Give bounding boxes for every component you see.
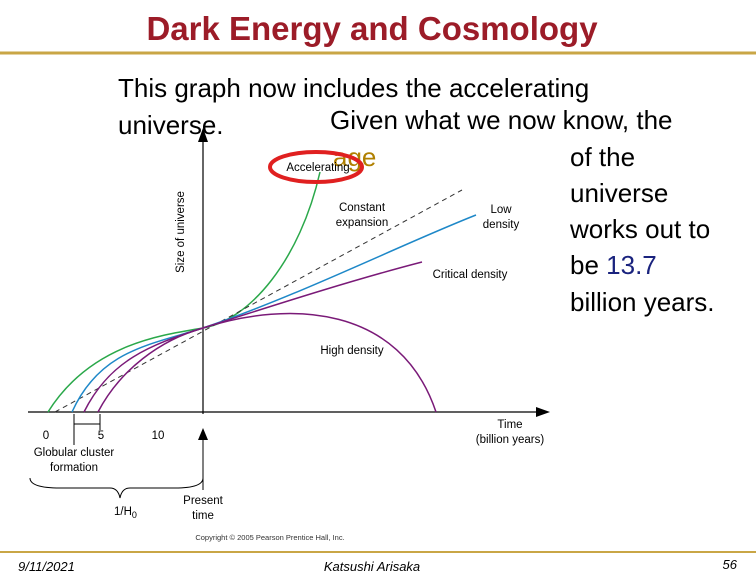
body-text: be (570, 250, 599, 280)
body-text: of the (570, 142, 635, 172)
curve-label: High density (320, 345, 384, 357)
axis-label: (billion years) (476, 434, 545, 446)
footer-date: 9/11/2021 (18, 559, 75, 574)
annotation: time (192, 510, 214, 522)
slide-title: Dark Energy and Cosmology (146, 10, 598, 47)
tick-label: 10 (152, 430, 165, 442)
body-text: be 13.7 (570, 250, 657, 280)
annotation: 1/H0 (114, 506, 137, 520)
page-number: 56 (723, 557, 738, 572)
axis-label: Time (497, 419, 522, 431)
curve-label: Low (490, 204, 512, 216)
high-density-curve (97, 312, 437, 413)
annotation: Globular cluster (34, 447, 115, 459)
curve-label: Critical density (433, 269, 508, 281)
tick-label: 0 (43, 430, 49, 442)
body-text: universe (570, 178, 668, 208)
tick-label: 5 (98, 430, 104, 442)
body-text: Given what we now know, the (330, 105, 673, 135)
curve-label: density (483, 219, 520, 231)
body-text: This graph now includes the accelerating (118, 73, 589, 103)
highlight-ellipse (268, 150, 364, 184)
annotation: formation (50, 462, 98, 474)
arrowhead (536, 407, 550, 417)
curve-label: expansion (336, 217, 388, 229)
footer-author: Katsushi Arisaka (324, 559, 420, 574)
body-text: universe. (118, 110, 224, 140)
annotation: Present (183, 495, 223, 507)
figure: Size of universe Time (billion years) 0 … (28, 128, 550, 542)
arrowhead (198, 428, 208, 440)
axis-label: Size of universe (175, 191, 187, 273)
curve-label: Constant (339, 202, 386, 214)
arrowhead (198, 128, 208, 142)
curve-label: Accelerating (286, 162, 349, 174)
age-number: 13.7 (606, 250, 657, 280)
body-text: works out to (569, 214, 710, 244)
brace (29, 477, 204, 499)
annotation: 0 (132, 510, 137, 520)
body-text: billion years. (570, 287, 715, 317)
copyright: Copyright © 2005 Pearson Prentice Hall, … (195, 533, 344, 542)
annotation: 1/H (114, 506, 132, 518)
